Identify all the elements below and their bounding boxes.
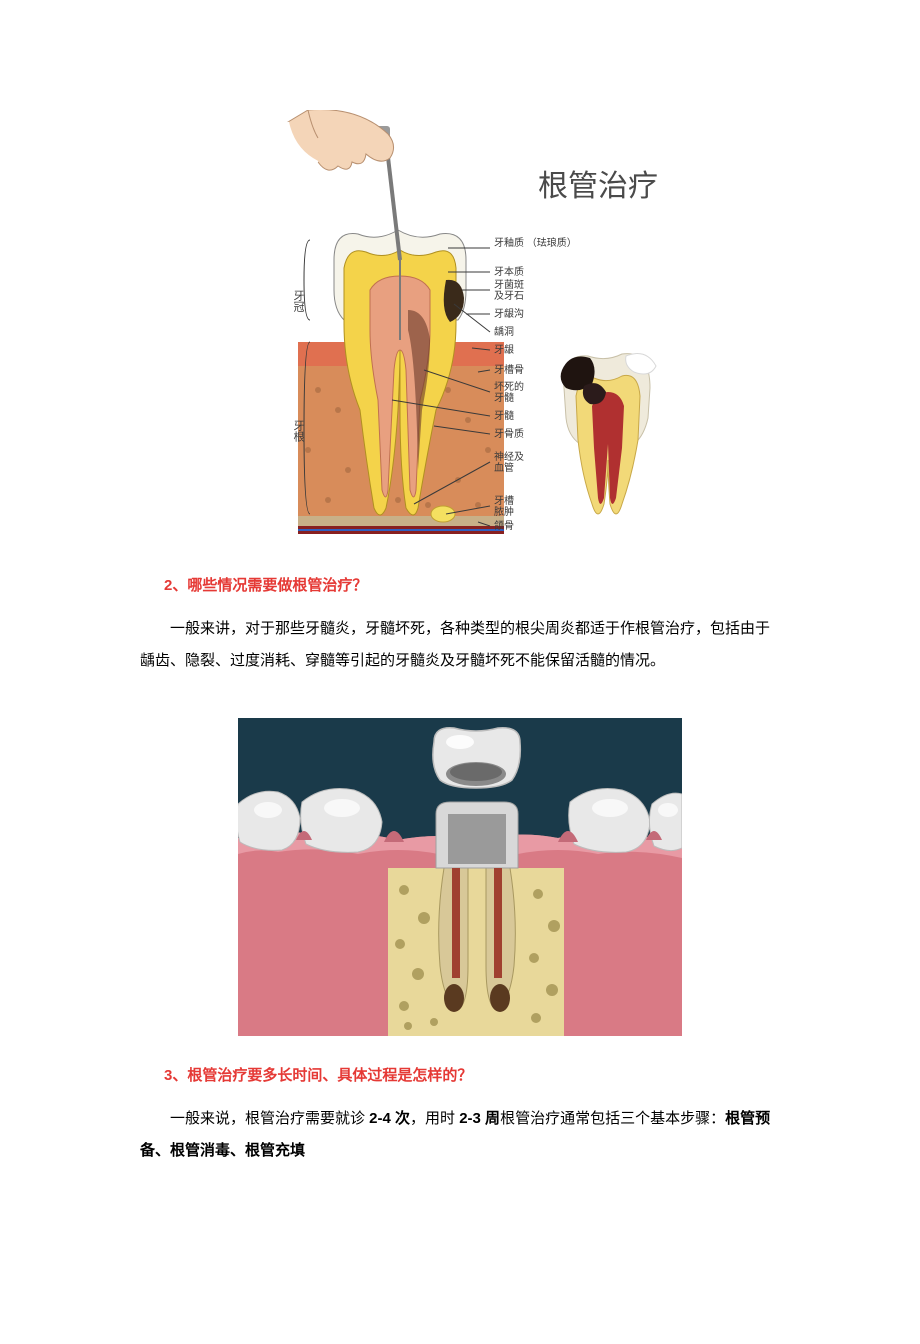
section-3-heading: 3、根管治疗要多长时间、具体过程是怎样的？ <box>164 1064 780 1085</box>
root-canal-anatomy-figure: 根管治疗 <box>248 110 672 546</box>
svg-text:牙菌斑及牙石: 牙菌斑及牙石 <box>494 278 524 302</box>
section-2-paragraph: 一般来讲，对于那些牙髓炎，牙髓坏死，各种类型的根尖周炎都适于作根管治疗，包括由于… <box>140 613 780 676</box>
crown-side-label: 牙冠 <box>292 290 305 312</box>
svg-text:牙槽脓肿: 牙槽脓肿 <box>494 494 514 518</box>
svg-text:牙髓: 牙髓 <box>494 409 514 422</box>
svg-text:颌骨: 颌骨 <box>494 519 514 532</box>
s3-mid1: ，用时 <box>410 1110 455 1127</box>
svg-text:牙槽骨: 牙槽骨 <box>494 363 524 376</box>
svg-text:牙骨质: 牙骨质 <box>494 428 524 440</box>
s3-prefix: 一般来说，根管治疗需要就诊 <box>170 1110 365 1127</box>
section-3-paragraph: 一般来说，根管治疗需要就诊 2-4 次，用时 2-3 周根管治疗通常包括三个基本… <box>140 1103 780 1166</box>
svg-text:龋洞: 龋洞 <box>494 325 514 338</box>
figure1-title: 根管治疗 <box>538 170 658 203</box>
svg-text:牙釉质 （珐琅质）: 牙釉质 （珐琅质） <box>494 236 577 249</box>
s3-bold1: 2-4 次 <box>365 1110 410 1127</box>
svg-text:牙本质: 牙本质 <box>494 265 524 278</box>
svg-text:牙龈: 牙龈 <box>494 343 514 356</box>
s3-mid2: 根管治疗通常包括三个基本步骤： <box>500 1110 725 1127</box>
s3-bold2: 2-3 周 <box>455 1110 500 1127</box>
svg-text:牙龈沟: 牙龈沟 <box>494 307 524 320</box>
section-2-heading: 2、哪些情况需要做根管治疗？ <box>164 574 780 595</box>
dental-crown-icon <box>433 728 520 788</box>
crown-placement-figure <box>238 718 682 1036</box>
root-side-label: 牙根 <box>292 420 305 443</box>
